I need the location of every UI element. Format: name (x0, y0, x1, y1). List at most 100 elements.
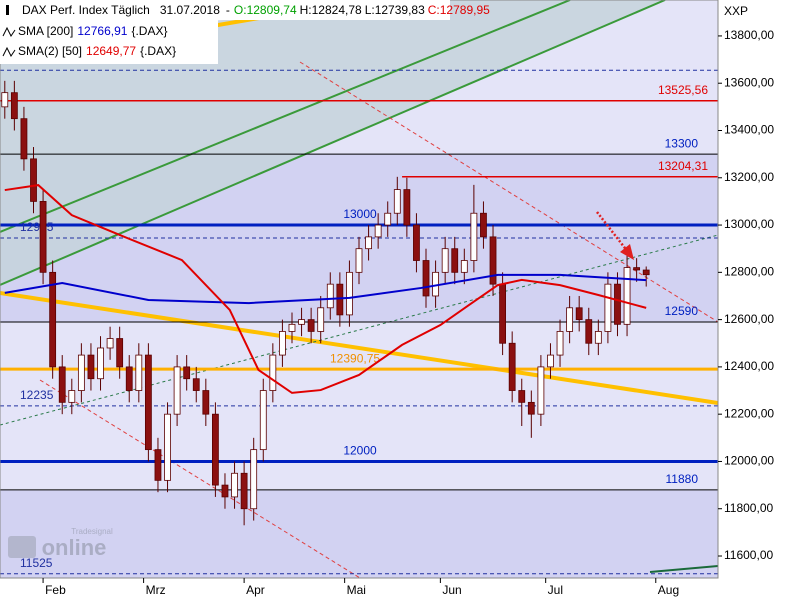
legend-icon (2, 46, 16, 57)
candle-body (221, 484, 229, 498)
candle-body (346, 271, 353, 316)
candle-body (575, 307, 583, 321)
candle-body (441, 248, 449, 273)
level-label: 13000 (343, 207, 377, 221)
candle-body (566, 307, 574, 332)
legend-bg (0, 20, 218, 64)
y-axis-label: XXP (724, 4, 748, 18)
x-tick-label: Apr (246, 583, 265, 597)
candle-body (135, 354, 143, 391)
level-label: 12590 (665, 304, 699, 318)
plot-border (0, 0, 719, 579)
level-label: 11525 (20, 556, 53, 570)
candle-body (594, 331, 602, 344)
candle-body (336, 283, 344, 316)
candle-body (192, 378, 200, 391)
level-label: 13300 (665, 136, 699, 150)
candle-body (240, 472, 248, 510)
candle-body (87, 354, 95, 380)
candle-body (547, 354, 554, 368)
candle-body (413, 224, 420, 261)
header: DAX Perf. Index Täglich 31.07.2018- O:1280… (0, 0, 490, 64)
level-label: 12390,75 (330, 351, 380, 365)
candle-body (269, 354, 277, 391)
level-label: 11880 (666, 472, 699, 486)
level-label: 13525,56 (658, 83, 708, 97)
candle-body (97, 347, 104, 380)
candle-body (259, 390, 267, 451)
sma-line (4, 273, 647, 305)
arrow (596, 211, 634, 260)
ohlc-label: C:12789,95 (428, 3, 490, 17)
candle-body (384, 212, 392, 226)
candle-body (77, 354, 85, 391)
candle-body (642, 269, 650, 276)
y-tick-label: 13000,00 (724, 217, 774, 231)
level-label: 12945 (20, 220, 54, 234)
trend-line (0, 0, 666, 286)
candle-body (10, 92, 18, 120)
level-label: 13204,31 (658, 159, 708, 173)
legend-name: SMA(2) [50] (18, 44, 82, 58)
candle-body (451, 248, 459, 273)
y-tick-label: 11800,00 (724, 501, 773, 515)
candle-body (355, 248, 363, 273)
candle-body (527, 401, 535, 415)
trend-line (0, 291, 718, 405)
legend-value: 12766,91 (77, 24, 127, 38)
separator: - (226, 3, 230, 17)
y-tick-label: 12800,00 (724, 265, 774, 279)
candle-body (499, 283, 507, 344)
trend-line (649, 565, 718, 573)
x-tick-label: Jul (548, 583, 563, 597)
trend-line (299, 61, 718, 323)
legend-symbol: {.DAX} (140, 44, 176, 58)
candle-body (30, 158, 37, 202)
y-tick-label: 13800,00 (724, 28, 774, 42)
x-tick-label: Jun (442, 583, 461, 597)
candle-body (125, 366, 133, 391)
candle-body (556, 331, 564, 356)
candle-body (116, 338, 124, 368)
candle-body (365, 236, 372, 250)
level-label: 12000 (343, 444, 377, 458)
candle-body (288, 323, 296, 332)
y-tick-label: 11600,00 (724, 548, 773, 562)
candle-body (633, 267, 641, 271)
candle-body (39, 201, 47, 273)
candles (1, 80, 650, 526)
x-tick-label: Aug (658, 583, 679, 597)
candle-body (537, 366, 545, 415)
candle-body (144, 354, 152, 451)
y-tick-label: 12600,00 (724, 312, 774, 326)
y-tick-label: 13400,00 (724, 123, 774, 137)
header-icon (6, 5, 9, 15)
candle-body (403, 189, 411, 226)
legend-symbol: {.DAX} (131, 24, 167, 38)
y-tick-label: 13200,00 (724, 170, 774, 184)
legend-icon (2, 26, 16, 37)
ohlc-label: O:12809,74 (234, 3, 297, 17)
ohlc-label: L:12739,83 (365, 3, 425, 17)
candle-body (68, 390, 76, 403)
candle-body (202, 390, 210, 415)
candle-body (623, 267, 631, 325)
legend-name: SMA [200] (18, 24, 73, 38)
candle-body (480, 212, 487, 238)
candle-body (231, 472, 238, 498)
candle-body (422, 260, 430, 297)
y-tick-label: 12400,00 (724, 359, 774, 373)
watermark-text: online (42, 535, 107, 560)
candle-body (211, 413, 219, 486)
candle-body (58, 366, 66, 403)
candle-body (326, 283, 334, 309)
sma-line (4, 184, 647, 394)
candle-body (585, 319, 593, 344)
y-tick-label: 12000,00 (724, 454, 774, 468)
indicator-lines (4, 184, 647, 394)
candle-body (1, 92, 9, 108)
candle-body (183, 366, 191, 380)
